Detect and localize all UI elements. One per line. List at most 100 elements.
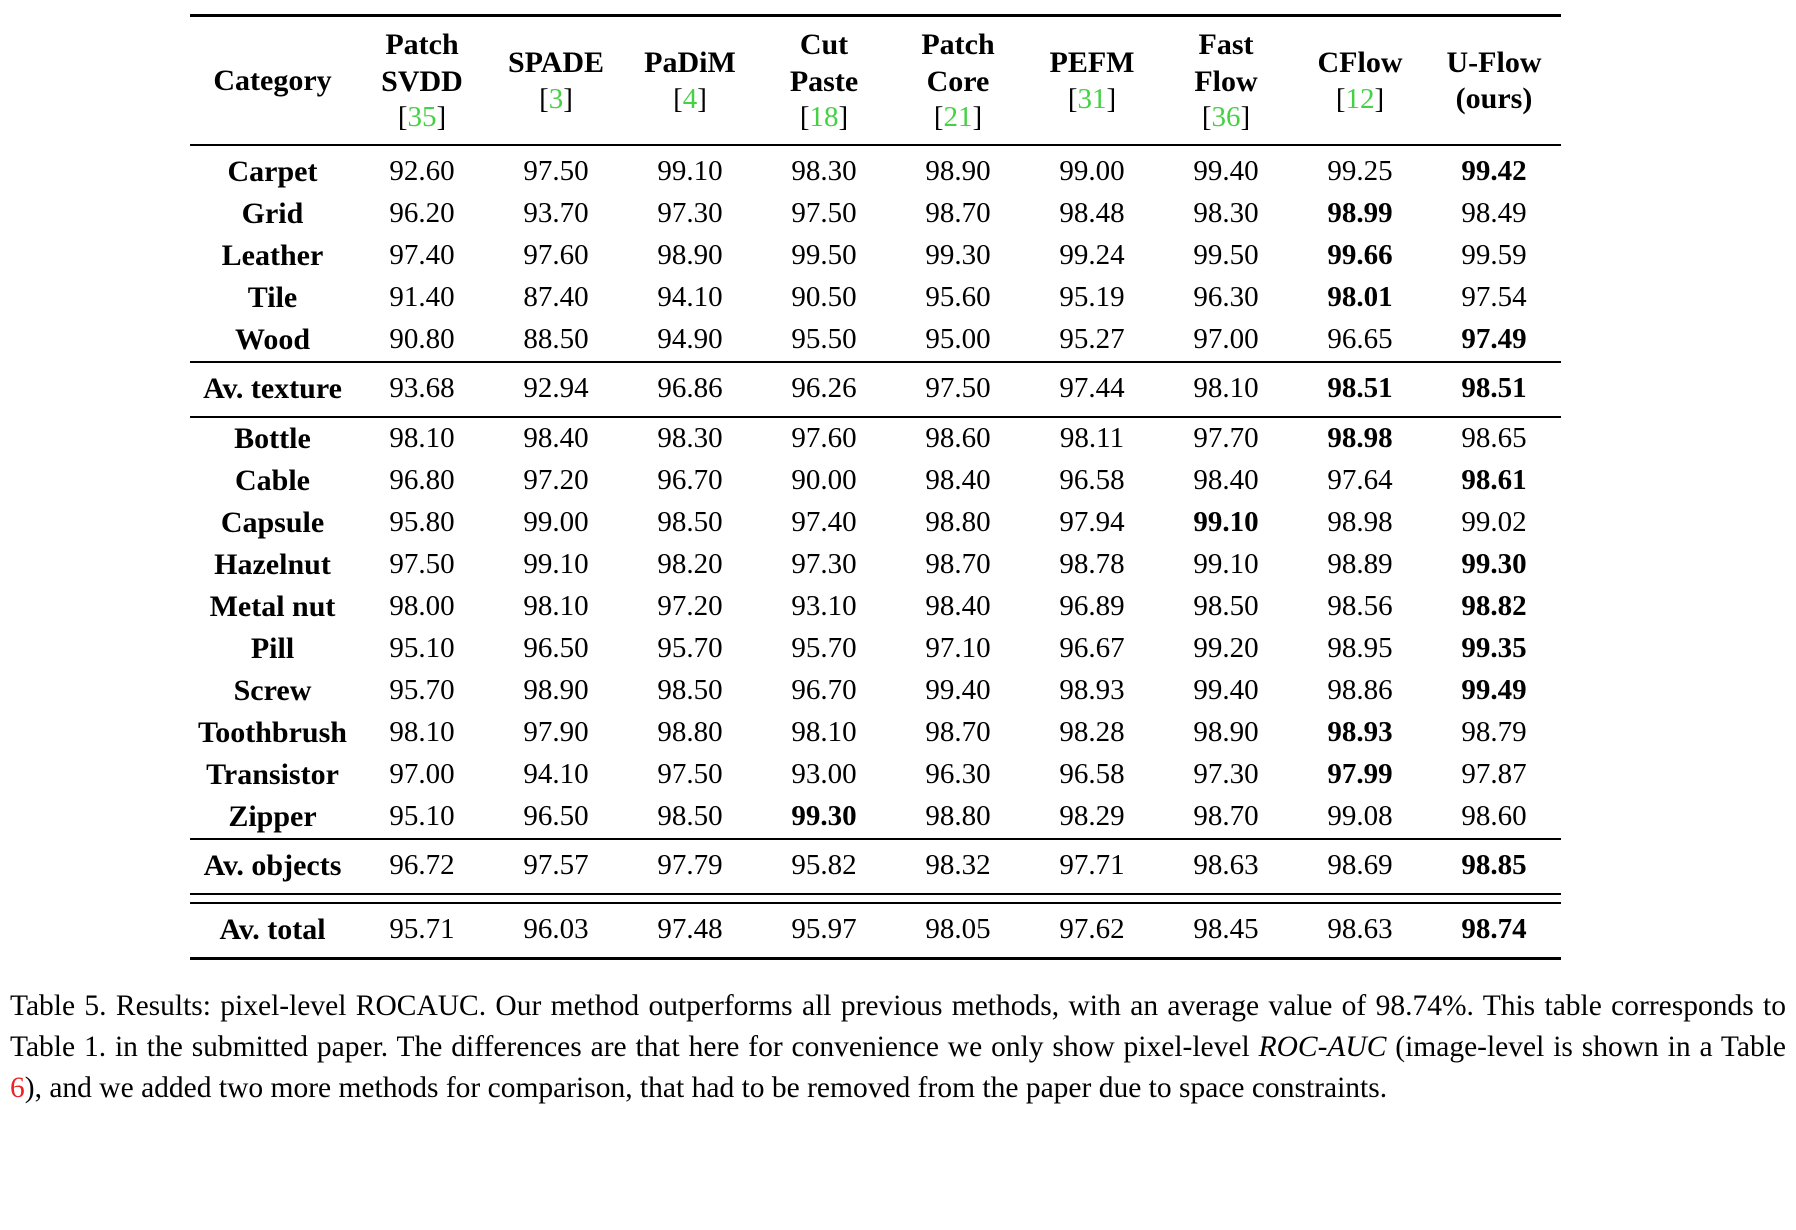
- row-metal-nut: Metal nut 98.00 98.10 97.20 93.10 98.40 96.89 9…: [190, 586, 1561, 628]
- value-cell-pill-cut-paste: 95.70: [791, 632, 857, 665]
- value-cell-leather-u-flow: 99.59: [1461, 239, 1527, 272]
- value-cell-av-objects-pefm: 97.71: [1025, 837, 1159, 894]
- citation-bracket: ]: [838, 101, 849, 134]
- value-cell-wood-fast-flow: 97.00: [1193, 323, 1259, 356]
- category-cell-bottle: Bottle: [190, 415, 355, 460]
- citation-number[interactable]: 21: [943, 101, 973, 134]
- value-cell-leather-padim: 98.90: [657, 239, 723, 272]
- value-cell-carpet-patch-svdd: 92.60: [389, 155, 455, 188]
- value-cell-bottle-fast-flow: 97.70: [1159, 415, 1293, 460]
- value-cell-screw-patch-core: 99.40: [925, 674, 991, 707]
- table-6-reference-link[interactable]: 6: [10, 1072, 25, 1105]
- row-leather: Leather 97.40 97.60 98.90 99.50 99.30 99.24 99.…: [190, 235, 1561, 277]
- double-rule: [190, 892, 1561, 904]
- category-cell-capsule: Capsule: [220, 505, 325, 539]
- table-caption: Table 5. Results: pixel-level ROCAUC. Ou…: [10, 986, 1786, 1110]
- value-cell-zipper-pefm: 98.29: [1059, 800, 1125, 833]
- results-table-head: Category Patch SVDD [35] SPADE [3] PaDiM [4] Cu…: [190, 13, 1561, 146]
- value-cell-av-total-pefm: 97.62: [1025, 902, 1159, 960]
- value-cell-toothbrush-fast-flow: 98.90: [1193, 716, 1259, 749]
- citation-number[interactable]: 18: [809, 101, 839, 134]
- value-cell-cable-patch-svdd: 96.80: [389, 464, 455, 497]
- value-cell-av-total-cflow: 98.63: [1293, 902, 1427, 960]
- citation-number[interactable]: 36: [1211, 101, 1241, 134]
- citation-link-35[interactable]: [35]: [355, 100, 489, 135]
- value-cell-av-total-patch-core: 98.05: [891, 902, 1025, 960]
- row-pill: Pill 95.10 96.50 95.70 95.70 97.10 96.67 99.20 9…: [190, 628, 1561, 670]
- citation-bracket: [: [673, 82, 683, 115]
- value-cell-screw-cut-paste: 96.70: [791, 674, 857, 707]
- value-cell-leather-patch-core: 99.30: [925, 239, 991, 272]
- double-rule-line: [190, 892, 1561, 904]
- value-cell-zipper-fast-flow: 98.70: [1193, 800, 1259, 833]
- citation-link-36[interactable]: [36]: [1159, 100, 1293, 135]
- value-cell-av-objects-fast-flow: 98.63: [1159, 837, 1293, 894]
- category-cell-av-total: Av. total: [190, 902, 355, 960]
- value-cell-bottle-patch-svdd: 98.10: [355, 415, 489, 460]
- column-label-padim: PaDiM: [644, 46, 736, 80]
- row-av-total: Av. total 95.71 96.03 97.48 95.97 98.05 97.62 9…: [190, 902, 1561, 960]
- citation-link-21[interactable]: [21]: [891, 100, 1025, 135]
- value-cell-screw-pefm: 98.93: [1059, 674, 1125, 707]
- value-cell-av-objects-patch-core: 98.32: [891, 837, 1025, 894]
- citation-link-12[interactable]: [12]: [1293, 82, 1427, 117]
- value-cell-grid-spade: 93.70: [523, 197, 589, 230]
- column-label-u-flow: U-Flow (ours): [1446, 45, 1542, 116]
- category-cell-leather: Leather: [221, 238, 324, 272]
- citation-link-3[interactable]: [3]: [489, 82, 623, 117]
- column-header-category: Category: [190, 13, 355, 146]
- value-cell-zipper-cut-paste: 99.30: [791, 800, 857, 833]
- category-cell-metal-nut: Metal nut: [209, 589, 336, 623]
- citation-number[interactable]: 3: [548, 82, 564, 115]
- value-cell-transistor-cflow: 97.99: [1327, 758, 1393, 791]
- category-cell-av-texture: Av. texture: [190, 360, 355, 417]
- value-cell-bottle-spade: 98.40: [489, 415, 623, 460]
- row-bottle: Bottle 98.10 98.40 98.30 97.60 98.60 98.11 97.7…: [190, 415, 1561, 460]
- citation-number[interactable]: 35: [407, 101, 437, 134]
- column-label-fast-flow: Fast Flow: [1194, 28, 1258, 98]
- citation-bracket: [: [1335, 82, 1346, 115]
- value-cell-toothbrush-padim: 98.80: [657, 716, 723, 749]
- value-cell-wood-pefm: 95.27: [1059, 323, 1125, 356]
- value-cell-bottle-cflow: 98.98: [1293, 415, 1427, 460]
- value-cell-carpet-cflow: 99.25: [1327, 155, 1393, 188]
- value-cell-tile-u-flow: 97.54: [1461, 281, 1527, 314]
- column-label-pefm: PEFM: [1049, 46, 1135, 80]
- citation-bracket: [: [1201, 101, 1212, 134]
- value-cell-tile-padim: 94.10: [657, 281, 723, 314]
- value-cell-wood-patch-svdd: 90.80: [389, 323, 455, 356]
- column-header-fast-flow: Fast Flow [36]: [1159, 13, 1293, 146]
- citation-link-31[interactable]: [31]: [1025, 82, 1159, 117]
- value-cell-tile-patch-svdd: 91.40: [389, 281, 455, 314]
- citation-number[interactable]: 4: [682, 82, 698, 115]
- citation-link-18[interactable]: [18]: [757, 100, 891, 135]
- row-zipper: Zipper 95.10 96.50 98.50 99.30 98.80 98.29 98.7…: [190, 796, 1561, 839]
- citation-number[interactable]: 12: [1345, 82, 1375, 115]
- value-cell-bottle-patch-core: 98.60: [891, 415, 1025, 460]
- citation-number[interactable]: 31: [1077, 82, 1107, 115]
- caption-text-0: Table 5. Results: pixel-level ROCAUC. Ou…: [10, 989, 1786, 1063]
- value-cell-capsule-padim: 98.50: [657, 506, 723, 539]
- value-cell-metal-nut-cut-paste: 93.10: [791, 590, 857, 623]
- value-cell-cable-fast-flow: 98.40: [1193, 464, 1259, 497]
- value-cell-pill-u-flow: 99.35: [1461, 632, 1527, 665]
- value-cell-transistor-padim: 97.50: [657, 758, 723, 791]
- value-cell-metal-nut-patch-core: 98.40: [925, 590, 991, 623]
- value-cell-carpet-padim: 99.10: [657, 155, 723, 188]
- value-cell-cable-pefm: 96.58: [1059, 464, 1125, 497]
- paper-page: Category Patch SVDD [35] SPADE [3] PaDiM [4] Cu…: [10, 13, 1786, 1110]
- value-cell-hazelnut-cflow: 98.89: [1327, 548, 1393, 581]
- value-cell-cable-patch-core: 98.40: [925, 464, 991, 497]
- value-cell-tile-spade: 87.40: [523, 281, 589, 314]
- citation-link-4[interactable]: [4]: [623, 82, 757, 117]
- value-cell-av-texture-cut-paste: 96.26: [757, 360, 891, 417]
- value-cell-pill-patch-svdd: 95.10: [389, 632, 455, 665]
- value-cell-grid-pefm: 98.48: [1059, 197, 1125, 230]
- value-cell-av-total-spade: 96.03: [489, 902, 623, 960]
- caption-italic-text: ROC-AUC: [1258, 1030, 1387, 1063]
- value-cell-screw-spade: 98.90: [523, 674, 589, 707]
- category-cell-screw: Screw: [233, 673, 312, 707]
- value-cell-hazelnut-patch-svdd: 97.50: [389, 548, 455, 581]
- column-label-cflow: CFlow: [1317, 46, 1403, 80]
- value-cell-leather-spade: 97.60: [523, 239, 589, 272]
